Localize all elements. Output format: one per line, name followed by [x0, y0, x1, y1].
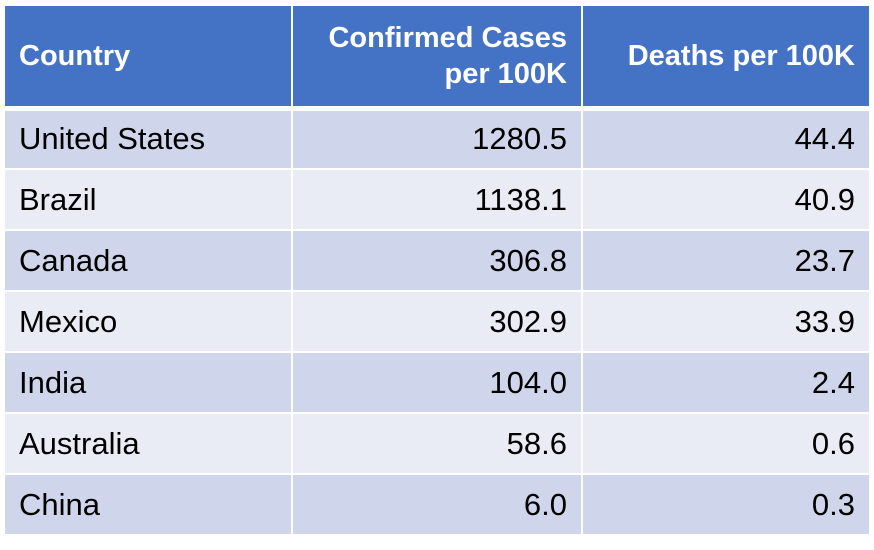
cell-deaths: 0.6	[581, 412, 871, 475]
cell-deaths: 0.3	[581, 473, 871, 536]
cell-country: India	[3, 351, 293, 414]
cell-deaths: 44.4	[581, 107, 871, 170]
cell-deaths: 2.4	[581, 351, 871, 414]
cell-cases: 6.0	[291, 473, 583, 536]
header-country: Country	[3, 4, 293, 111]
covid-stats-table: Country Confirmed Cases per 100K Deaths …	[3, 4, 871, 536]
cell-country: Mexico	[3, 290, 293, 353]
table-row: Mexico 302.9 33.9	[3, 290, 871, 353]
cell-country: Brazil	[3, 168, 293, 231]
table-row: United States 1280.5 44.4	[3, 107, 871, 170]
cell-deaths: 40.9	[581, 168, 871, 231]
header-cases-line2: per 100K	[444, 57, 567, 90]
cell-deaths: 23.7	[581, 229, 871, 292]
cell-cases: 302.9	[291, 290, 583, 353]
cell-country: United States	[3, 107, 293, 170]
table-row: Brazil 1138.1 40.9	[3, 168, 871, 231]
header-deaths: Deaths per 100K	[581, 4, 871, 111]
cell-cases: 1138.1	[291, 168, 583, 231]
header-deaths-label: Deaths per 100K	[627, 39, 855, 72]
header-country-label: Country	[19, 39, 131, 72]
cell-cases: 104.0	[291, 351, 583, 414]
cell-cases: 1280.5	[291, 107, 583, 170]
cell-deaths: 33.9	[581, 290, 871, 353]
table-row: China 6.0 0.3	[3, 473, 871, 536]
table-row: Canada 306.8 23.7	[3, 229, 871, 292]
cell-cases: 58.6	[291, 412, 583, 475]
table-row: Australia 58.6 0.6	[3, 412, 871, 475]
table-row: India 104.0 2.4	[3, 351, 871, 414]
cell-country: Australia	[3, 412, 293, 475]
cell-cases: 306.8	[291, 229, 583, 292]
table-header-row: Country Confirmed Cases per 100K Deaths …	[3, 4, 871, 111]
header-cases-line1: Confirmed Cases	[328, 21, 567, 54]
cell-country: China	[3, 473, 293, 536]
cell-country: Canada	[3, 229, 293, 292]
header-confirmed-cases: Confirmed Cases per 100K	[291, 4, 583, 111]
